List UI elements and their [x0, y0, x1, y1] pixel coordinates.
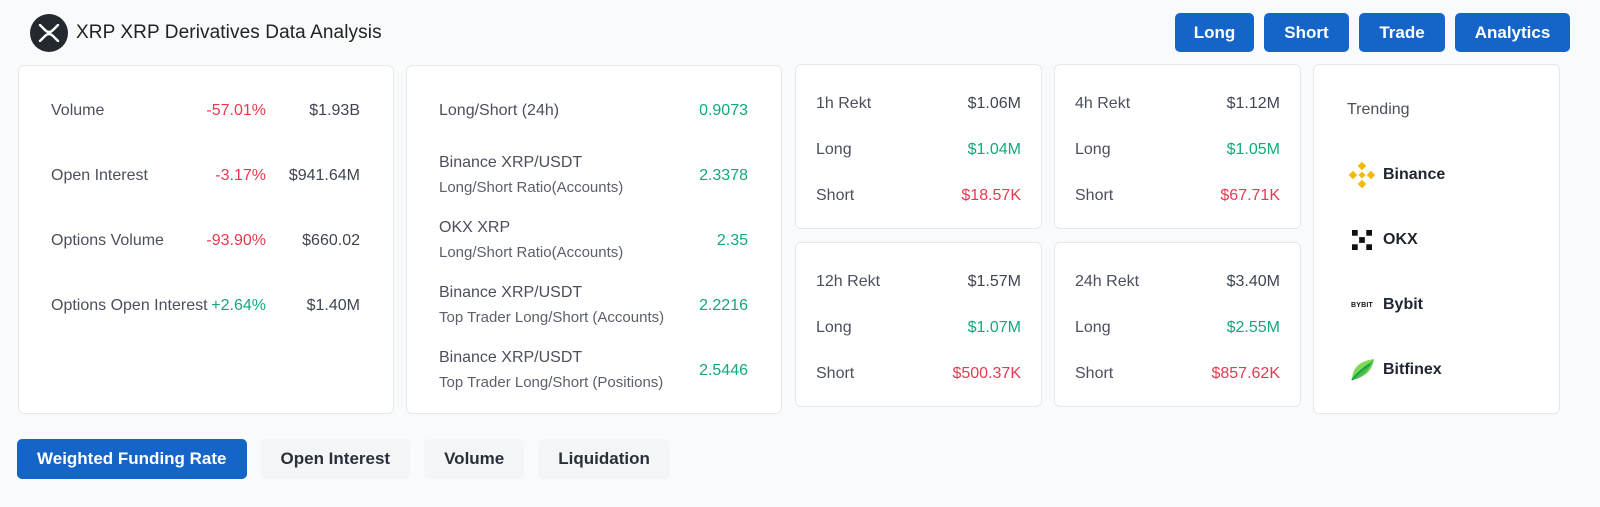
ratio-value: 0.9073: [699, 102, 748, 119]
rekt-long-value: $2.55M: [1226, 319, 1280, 336]
metric-change: -57.01%: [206, 102, 266, 119]
ratio-sublabel: Top Trader Long/Short (Positions): [439, 374, 664, 391]
tab-open-interest[interactable]: Open Interest: [260, 439, 411, 479]
long-button[interactable]: Long: [1175, 13, 1254, 52]
metric-value: $941.64M: [288, 167, 360, 184]
rekt-short-value: $18.57K: [961, 187, 1021, 204]
rekt-long-label: Long: [1075, 319, 1111, 336]
rekt-long-value: $1.07M: [967, 319, 1021, 336]
rekt-total: $1.06M: [967, 95, 1021, 112]
metric-label: Options Open Interest: [51, 297, 208, 314]
ratio-value: 2.5446: [699, 362, 748, 379]
ratio-label: Binance XRP/USDT: [439, 154, 583, 171]
rekt-long-value: $1.05M: [1226, 141, 1280, 158]
top-actions: Long Short Trade Analytics: [1175, 13, 1570, 52]
exchange-name: OKX: [1383, 231, 1418, 248]
metric-value: $660.02: [302, 232, 360, 249]
rekt-card-12h: 12h Rekt $1.57M Long $1.07M Short $500.3…: [795, 242, 1042, 407]
exchange-name: Bitfinex: [1383, 361, 1442, 378]
rekt-short-label: Short: [816, 365, 855, 382]
ratio-sublabel: Long/Short Ratio(Accounts): [439, 179, 624, 196]
xrp-logo-icon: [30, 14, 68, 52]
rekt-short-label: Short: [1075, 365, 1114, 382]
rekt-card-1h: 1h Rekt $1.06M Long $1.04M Short $18.57K: [795, 64, 1042, 229]
tab-volume[interactable]: Volume: [424, 439, 525, 479]
ratio-sublabel: Top Trader Long/Short (Accounts): [439, 309, 665, 326]
ratio-value: 2.2216: [699, 297, 748, 314]
rekt-total: $1.12M: [1226, 95, 1280, 112]
tab-weighted-funding-rate[interactable]: Weighted Funding Rate: [17, 439, 247, 479]
metric-change: -93.90%: [206, 232, 266, 249]
analytics-button[interactable]: Analytics: [1455, 13, 1570, 52]
rekt-short-label: Short: [1075, 187, 1114, 204]
trending-title: Trending: [1347, 101, 1410, 118]
binance-icon: [1347, 160, 1377, 190]
long-short-ratio-card: Long/Short (24h) 0.9073 Binance XRP/USDT…: [406, 65, 782, 414]
rekt-long-label: Long: [816, 319, 852, 336]
rekt-title: 1h Rekt: [816, 95, 872, 112]
trending-exchange-okx[interactable]: OKX: [1347, 225, 1418, 255]
rekt-card-24h: 24h Rekt $3.40M Long $2.55M Short $857.6…: [1054, 242, 1301, 407]
rekt-title: 12h Rekt: [816, 273, 881, 290]
rekt-total: $3.40M: [1226, 273, 1280, 290]
rekt-card-4h: 4h Rekt $1.12M Long $1.05M Short $67.71K: [1054, 64, 1301, 229]
rekt-long-label: Long: [816, 141, 852, 158]
metric-label: Options Volume: [51, 232, 164, 249]
bitfinex-icon: [1347, 355, 1377, 385]
metric-value: $1.40M: [306, 297, 360, 314]
short-button[interactable]: Short: [1264, 13, 1349, 52]
rekt-title: 24h Rekt: [1075, 273, 1140, 290]
trade-button[interactable]: Trade: [1359, 13, 1445, 52]
exchange-name: Bybit: [1383, 296, 1423, 313]
ratio-value: 2.35: [716, 232, 748, 249]
rekt-short-label: Short: [816, 187, 855, 204]
metric-change: -3.17%: [215, 167, 266, 184]
ratio-value: 2.3378: [699, 167, 748, 184]
exchange-name: Binance: [1383, 166, 1446, 183]
trending-exchange-bybit[interactable]: BYBIT Bybit: [1347, 290, 1423, 320]
metric-value: $1.93B: [309, 102, 360, 119]
chart-tabs: Weighted Funding Rate Open Interest Volu…: [17, 439, 670, 479]
overview-card: Volume -57.01% $1.93B Open Interest -3.1…: [18, 65, 394, 414]
rekt-short-value: $67.71K: [1220, 187, 1280, 204]
ratio-label: Binance XRP/USDT: [439, 284, 583, 301]
ratio-label: Binance XRP/USDT: [439, 349, 583, 366]
rekt-title: 4h Rekt: [1075, 95, 1131, 112]
metric-label: Open Interest: [51, 167, 148, 184]
ratio-label: Long/Short (24h): [439, 102, 560, 119]
bybit-icon: BYBIT: [1351, 301, 1373, 309]
trending-exchange-bitfinex[interactable]: Bitfinex: [1347, 355, 1442, 385]
rekt-total: $1.57M: [967, 273, 1021, 290]
rekt-short-value: $857.62K: [1211, 365, 1280, 382]
ratio-sublabel: Long/Short Ratio(Accounts): [439, 244, 624, 261]
rekt-long-value: $1.04M: [967, 141, 1021, 158]
rekt-long-label: Long: [1075, 141, 1111, 158]
metric-change: +2.64%: [211, 297, 266, 314]
trending-card: Trending Binance: [1313, 64, 1560, 414]
page-header: XRP XRP Derivatives Data Analysis: [30, 14, 382, 52]
tab-liquidation[interactable]: Liquidation: [538, 439, 670, 479]
rekt-short-value: $500.37K: [952, 365, 1021, 382]
metric-label: Volume: [51, 102, 105, 119]
page-title: XRP XRP Derivatives Data Analysis: [76, 22, 382, 43]
okx-icon: [1347, 225, 1377, 255]
trending-exchange-binance[interactable]: Binance: [1347, 160, 1445, 190]
ratio-label: OKX XRP: [439, 219, 511, 236]
